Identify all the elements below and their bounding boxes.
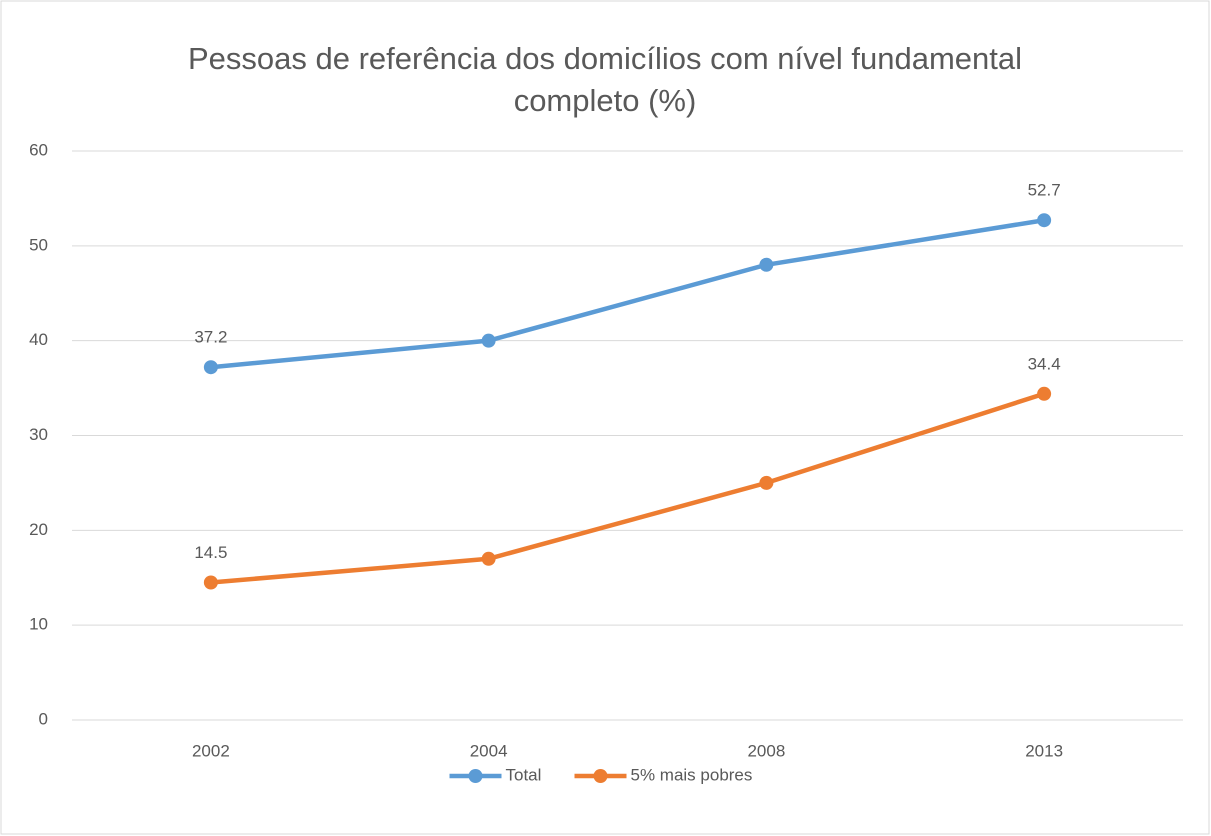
x-tick-label: 2004 (470, 741, 508, 760)
y-tick-label: 60 (29, 140, 48, 159)
y-tick-label: 10 (29, 615, 48, 634)
data-point (759, 475, 774, 490)
legend-marker (593, 769, 608, 783)
data-label: 34.4 (1028, 354, 1061, 373)
chart-title: Pessoas de referência dos domicílios com… (188, 41, 1022, 118)
y-tick-label: 30 (29, 425, 48, 444)
x-tick-label: 2002 (192, 741, 230, 760)
y-tick-label: 20 (29, 520, 48, 539)
data-point (481, 333, 496, 348)
x-tick-label: 2013 (1025, 741, 1063, 760)
data-point (1037, 213, 1052, 228)
data-point (481, 551, 496, 566)
data-point (1037, 386, 1052, 401)
data-point (203, 360, 218, 375)
data-label: 14.5 (194, 543, 227, 562)
y-tick-label: 0 (39, 709, 48, 728)
y-tick-label: 50 (29, 235, 48, 254)
data-point (759, 257, 774, 272)
y-tick-label: 40 (29, 330, 48, 349)
data-point (203, 575, 218, 590)
x-tick-label: 2008 (747, 741, 785, 760)
data-label: 52.7 (1028, 181, 1061, 200)
legend-label: 5% mais pobres (631, 765, 753, 784)
series-line (210, 391, 1045, 585)
legend-marker (468, 769, 483, 783)
legend-label: Total (506, 765, 542, 784)
series-line (210, 218, 1045, 370)
data-label: 37.2 (194, 328, 227, 347)
